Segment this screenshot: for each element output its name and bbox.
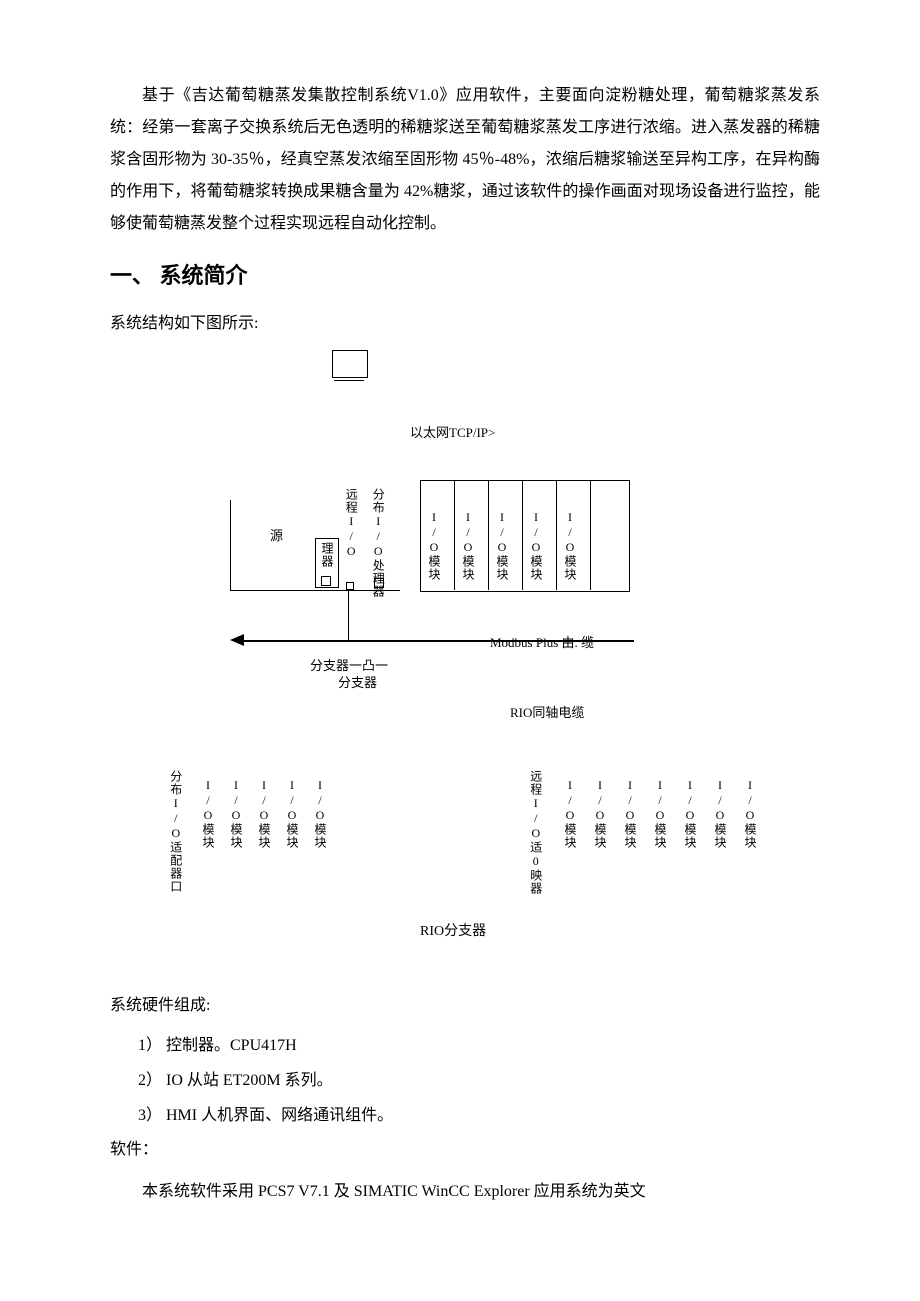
sw-heading: 软件： xyxy=(110,1134,820,1166)
hw-item-2: 2） IO 从站 ET200M 系列。 xyxy=(138,1063,820,1098)
ll-io-5: I/O模块 xyxy=(312,778,329,849)
ll-io-3: I/O模块 xyxy=(256,778,273,849)
rio-coax-label: RIO同轴电缆 xyxy=(510,702,584,721)
hw-item-3: 3） HMI 人机界面、网络通讯组件。 xyxy=(138,1098,820,1133)
hw-item-1: 1） 控制器。CPU417H xyxy=(138,1028,820,1063)
lr-io-1: I/O模块 xyxy=(562,778,579,849)
lr-io-7: I/O模块 xyxy=(742,778,759,849)
monitor-base xyxy=(334,380,364,381)
drop-line xyxy=(348,590,349,640)
ll-io-4: I/O模块 xyxy=(284,778,301,849)
modbus-arrow xyxy=(230,634,244,646)
intro-paragraph: 基于《吉达葡萄糖蒸发集散控制系统V1.0》应用软件，主要面向淀粉糖处理，葡萄糖浆… xyxy=(110,80,820,240)
dist-io-small xyxy=(374,578,384,588)
source-label: 源 xyxy=(270,525,283,544)
structure-line: 系统结构如下图所示: xyxy=(110,308,820,340)
io-mod-3: I/O模块 xyxy=(494,510,511,581)
processor-label: 理器 xyxy=(319,542,336,568)
io-div-5 xyxy=(590,480,591,590)
section-1-title: 一、 系统简介 xyxy=(110,258,820,290)
modbus-label: Modbus Plus 由. 缆 xyxy=(490,632,594,651)
lr-io-3: I/O模块 xyxy=(622,778,639,849)
monitor-icon xyxy=(332,350,368,378)
system-diagram: 以太网TCP/IP> 源 理器 远程I/O 分布I/O处理器 I/O模块 I/O… xyxy=(110,350,830,970)
lr-io-5: I/O模块 xyxy=(682,778,699,849)
lr-io-6: I/O模块 xyxy=(712,778,729,849)
remote-io-adapter-label: 远程I/O适0映器 xyxy=(528,770,542,895)
processor-small xyxy=(321,576,331,586)
io-mod-5: I/O模块 xyxy=(562,510,579,581)
io-mod-4: I/O模块 xyxy=(528,510,545,581)
sw-paragraph: 本系统软件采用 PCS7 V7.1 及 SIMATIC WinCC Explor… xyxy=(110,1176,820,1208)
remote-io-small xyxy=(346,582,354,590)
rack-left xyxy=(230,500,231,590)
io-div-1 xyxy=(454,480,455,590)
io-rack-top xyxy=(420,480,630,592)
lr-io-2: I/O模块 xyxy=(592,778,609,849)
splitter-bot-label: 分支器 xyxy=(338,672,377,691)
io-div-2 xyxy=(488,480,489,590)
dist-io-adapter-label: 分布I/O适配器口 xyxy=(168,770,182,893)
ethernet-label: 以太网TCP/IP> xyxy=(410,422,495,441)
ll-io-1: I/O模块 xyxy=(200,778,217,849)
io-mod-2: I/O模块 xyxy=(460,510,477,581)
io-div-3 xyxy=(522,480,523,590)
lr-io-4: I/O模块 xyxy=(652,778,669,849)
rio-splitter-label: RIO分支器 xyxy=(420,920,486,940)
ll-io-2: I/O模块 xyxy=(228,778,245,849)
io-div-4 xyxy=(556,480,557,590)
hw-heading: 系统硬件组成: xyxy=(110,990,820,1022)
remote-io-proc-label: 远程I/O xyxy=(344,488,357,559)
io-mod-1: I/O模块 xyxy=(426,510,443,581)
